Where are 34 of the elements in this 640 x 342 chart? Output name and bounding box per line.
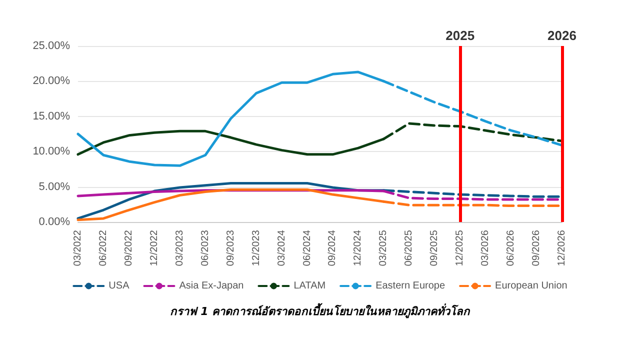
x-tick-label: 03/2022 xyxy=(72,230,84,266)
legend-label: LATAM xyxy=(294,280,326,292)
x-tick-label: 03/2025 xyxy=(378,230,390,266)
y-tick-label: 10.00% xyxy=(32,146,70,158)
x-tick-label: 12/2024 xyxy=(352,230,364,266)
ref-line-label: 2025 xyxy=(446,28,475,43)
x-tick-label: 09/2023 xyxy=(225,230,236,266)
y-tick-label: 5.00% xyxy=(38,180,70,193)
x-tick-label: 03/2023 xyxy=(174,230,186,266)
legend-label: European Union xyxy=(495,280,568,292)
legend-label: Eastern Europe xyxy=(376,280,446,292)
y-tick-label: 15.00% xyxy=(32,110,70,122)
ref-line-label: 2026 xyxy=(548,28,576,43)
x-tick-label: 06/2022 xyxy=(98,230,109,266)
legend-label: USA xyxy=(108,280,130,292)
x-tick-label: 06/2023 xyxy=(200,230,211,266)
x-tick-label: 12/2026 xyxy=(556,230,568,266)
x-tick-label: 09/2025 xyxy=(429,230,440,266)
x-tick-label: 06/2025 xyxy=(404,230,415,266)
x-tick-label: 06/2026 xyxy=(506,230,517,266)
x-tick-label: 12/2025 xyxy=(454,230,466,266)
x-tick-label: 12/2023 xyxy=(250,230,262,266)
x-tick-label: 09/2022 xyxy=(123,230,134,266)
x-tick-label: 12/2022 xyxy=(148,230,160,266)
text: กราฟ 1 คาดการณ์อัตราดอกเบี้ยนโยบายในหลายภูมิภาคทั่วโลก xyxy=(170,303,472,319)
y-tick-label: 0.00% xyxy=(38,216,70,228)
x-tick-label: 03/2024 xyxy=(276,230,288,266)
x-tick-label: 06/2024 xyxy=(302,230,313,266)
y-tick-label: 20.00% xyxy=(32,75,70,88)
legend-label: Asia Ex-Japan xyxy=(179,280,244,292)
x-tick-label: 03/2026 xyxy=(480,230,492,266)
x-tick-label: 09/2024 xyxy=(327,230,338,266)
y-tick-label: 25.00% xyxy=(32,40,70,52)
x-tick-label: 09/2026 xyxy=(531,230,542,266)
